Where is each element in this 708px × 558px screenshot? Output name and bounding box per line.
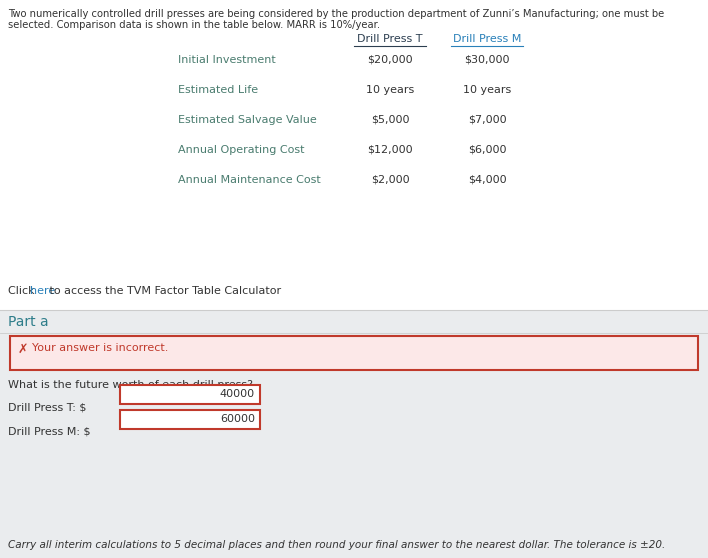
Bar <box>0 0 708 310</box>
Text: 40000: 40000 <box>220 389 255 399</box>
Text: selected. Comparison data is shown in the table below. MARR is 10%/year.: selected. Comparison data is shown in th… <box>8 20 380 30</box>
Text: $12,000: $12,000 <box>367 145 413 155</box>
Text: $2,000: $2,000 <box>371 175 409 185</box>
Text: 10 years: 10 years <box>463 85 511 95</box>
Text: here: here <box>30 286 55 296</box>
Text: Two numerically controlled drill presses are being considered by the production : Two numerically controlled drill presses… <box>8 9 664 19</box>
Bar <box>0 310 708 558</box>
Text: Drill Press T: $: Drill Press T: $ <box>8 402 86 412</box>
Text: What is the future worth of each drill press?: What is the future worth of each drill p… <box>8 380 253 390</box>
Text: $5,000: $5,000 <box>371 115 409 125</box>
Text: Drill Press M: Drill Press M <box>453 34 521 44</box>
Text: Initial Investment: Initial Investment <box>178 55 275 65</box>
Text: Annual Operating Cost: Annual Operating Cost <box>178 145 304 155</box>
Text: $4,000: $4,000 <box>468 175 506 185</box>
Text: 60000: 60000 <box>220 414 255 424</box>
Text: Drill Press M: $: Drill Press M: $ <box>8 427 91 437</box>
Text: Click: Click <box>8 286 38 296</box>
Text: Annual Maintenance Cost: Annual Maintenance Cost <box>178 175 321 185</box>
Text: Part a: Part a <box>8 315 49 329</box>
Text: Carry all interim calculations to 5 decimal places and then round your final ans: Carry all interim calculations to 5 deci… <box>8 540 666 550</box>
Bar <box>120 385 260 404</box>
FancyBboxPatch shape <box>10 336 698 370</box>
Text: $30,000: $30,000 <box>464 55 510 65</box>
Text: Your answer is incorrect.: Your answer is incorrect. <box>32 343 169 353</box>
Text: $20,000: $20,000 <box>367 55 413 65</box>
Text: Drill Press T: Drill Press T <box>358 34 423 44</box>
Text: $6,000: $6,000 <box>468 145 506 155</box>
Text: $7,000: $7,000 <box>468 115 506 125</box>
Text: Estimated Life: Estimated Life <box>178 85 258 95</box>
Text: Estimated Salvage Value: Estimated Salvage Value <box>178 115 316 125</box>
Text: ✗: ✗ <box>18 343 28 356</box>
Text: to access the TVM Factor Table Calculator: to access the TVM Factor Table Calculato… <box>46 286 281 296</box>
Text: 10 years: 10 years <box>366 85 414 95</box>
Bar <box>120 410 260 429</box>
